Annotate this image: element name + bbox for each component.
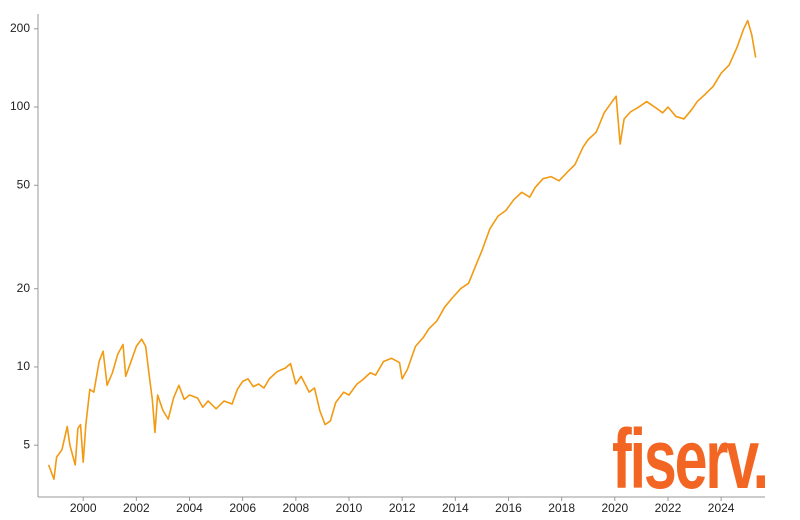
price-line: [47, 19, 757, 480]
x-tick-label: 2010: [336, 501, 363, 515]
y-tick-label: 200: [10, 21, 30, 35]
x-tick-label: 2000: [70, 501, 97, 515]
x-tick-label: 2024: [708, 501, 735, 515]
x-tick-label: 2016: [495, 501, 522, 515]
x-tick-label: 2020: [601, 501, 628, 515]
y-tick-label: 5: [23, 437, 30, 451]
y-tick-label: 100: [10, 99, 30, 113]
x-tick-label: 2018: [548, 501, 575, 515]
x-tick-label: 2012: [389, 501, 416, 515]
x-tick-label: 2006: [229, 501, 256, 515]
x-tick-label: 2004: [176, 501, 203, 515]
x-tick-label: 2002: [123, 501, 150, 515]
logo: fiserv.: [612, 412, 767, 506]
x-tick-label: 2022: [655, 501, 682, 515]
x-tick-label: 2014: [442, 501, 469, 515]
y-tick-label: 50: [17, 177, 31, 191]
y-tick-label: 10: [17, 359, 31, 373]
x-tick-label: 2008: [282, 501, 309, 515]
y-tick-label: 20: [17, 281, 31, 295]
